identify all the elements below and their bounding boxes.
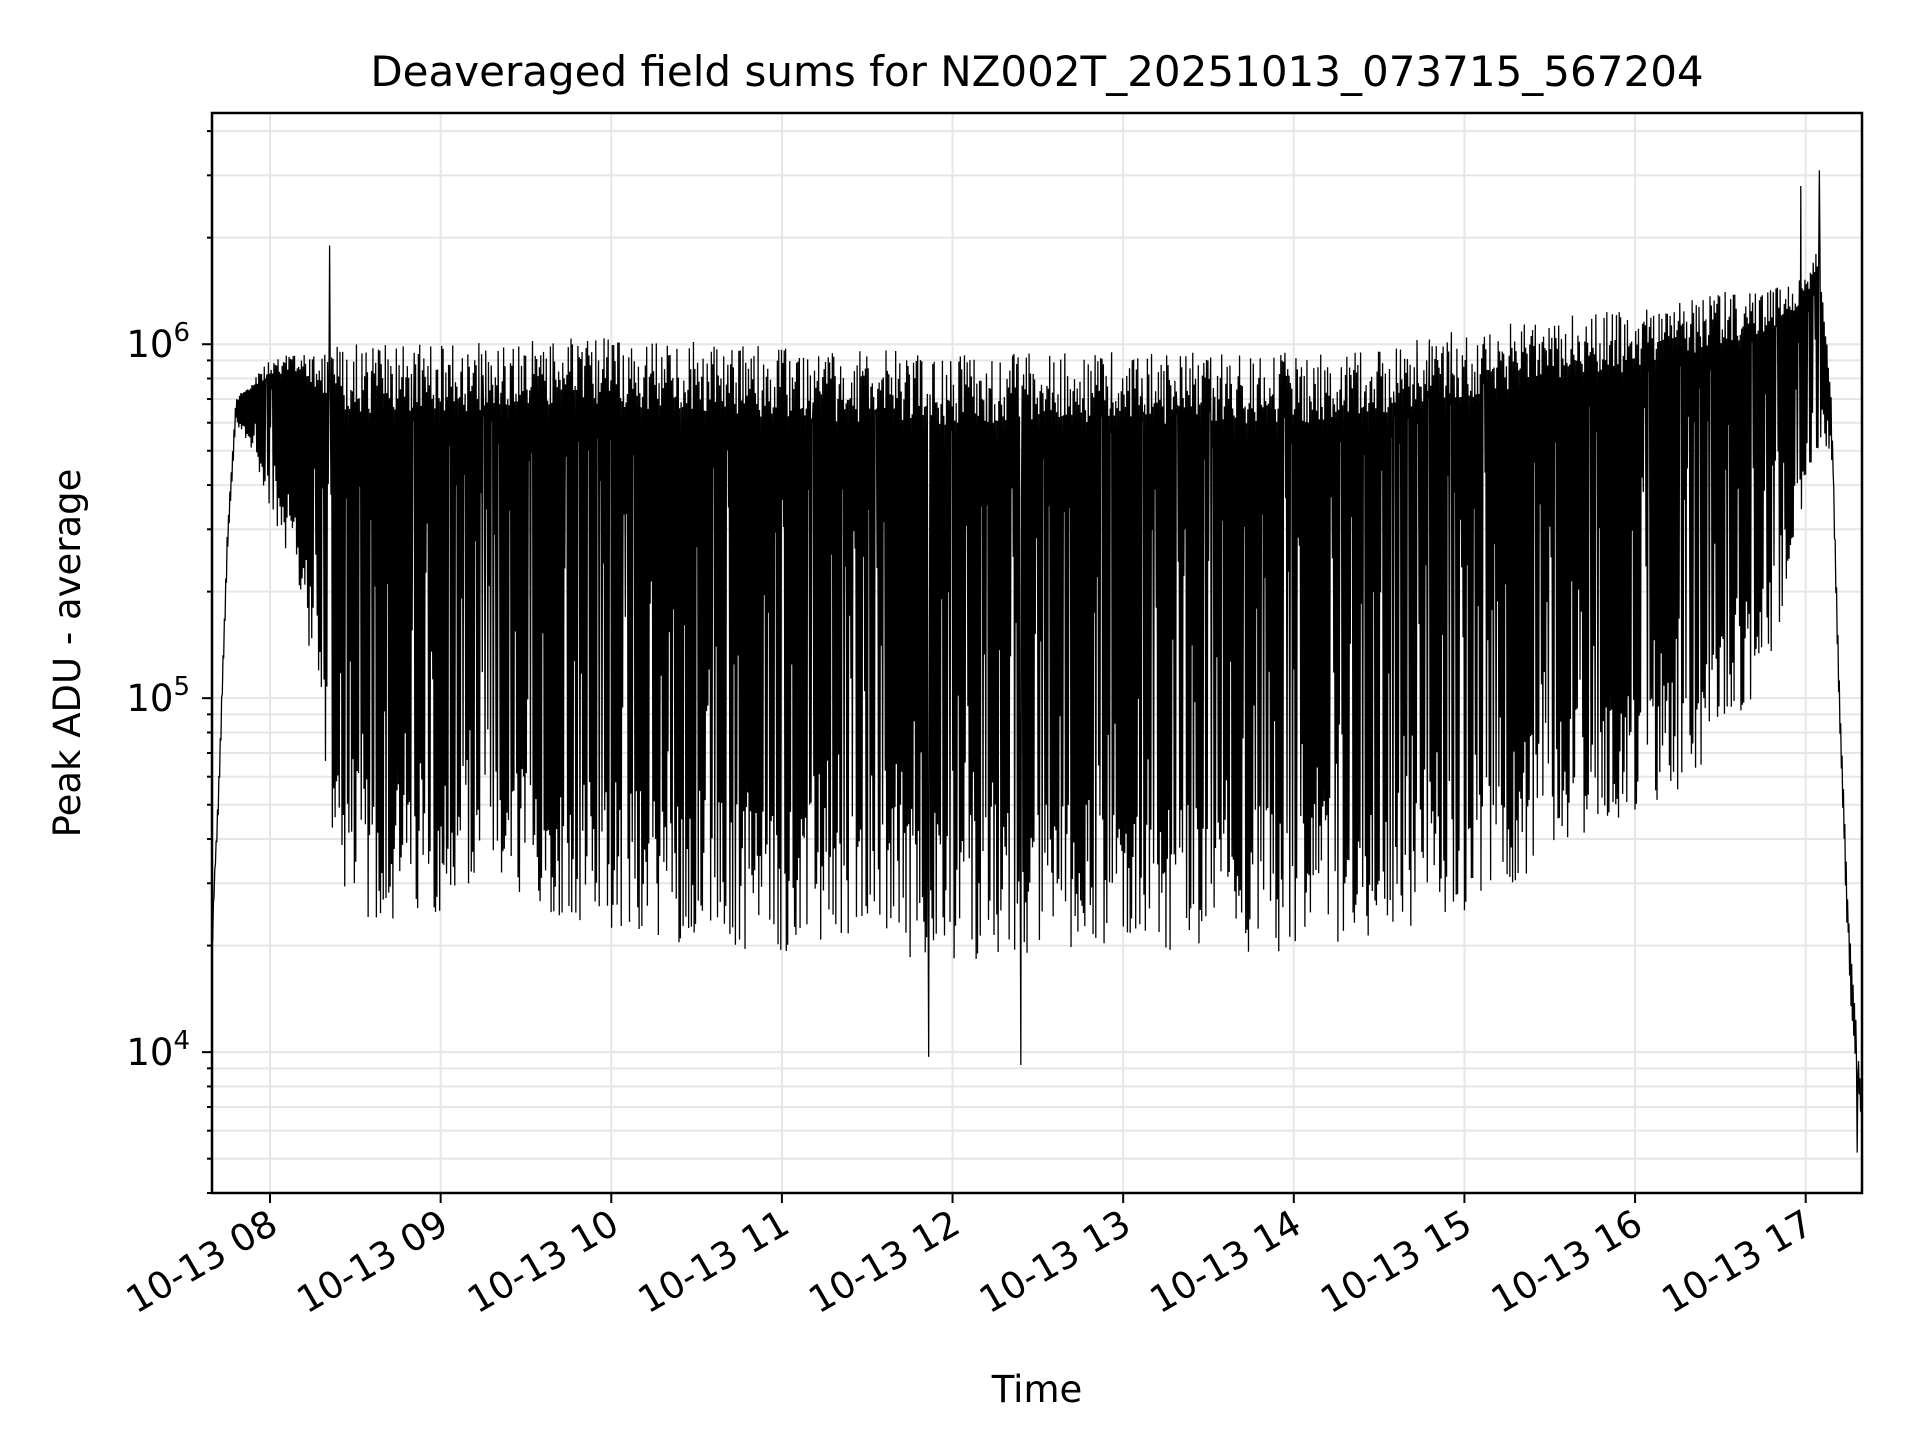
plot-frame bbox=[210, 111, 1864, 1195]
series-line bbox=[211, 170, 1863, 1153]
chart-title: Deaveraged field sums for NZ002T_2025101… bbox=[370, 47, 1703, 96]
y-tick-label: 105 bbox=[126, 672, 190, 720]
y-tick-label: 106 bbox=[126, 318, 190, 366]
series-layer bbox=[211, 170, 1863, 1153]
y-axis-label: Peak ADU - average bbox=[46, 469, 89, 838]
y-tick-label: 104 bbox=[126, 1026, 190, 1074]
x-axis-label: Time bbox=[991, 1368, 1083, 1411]
